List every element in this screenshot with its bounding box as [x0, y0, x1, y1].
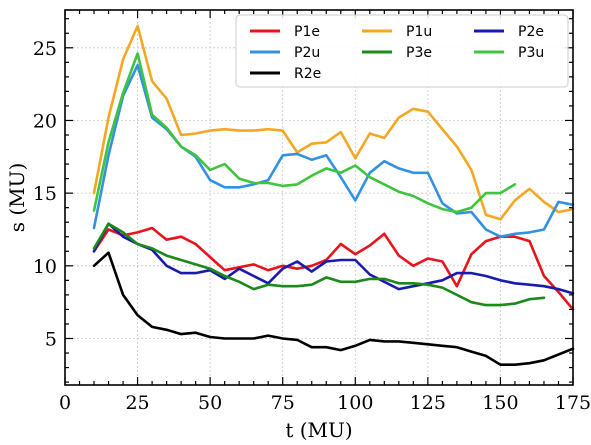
y-tick-label: 15 — [33, 183, 57, 205]
legend-label: P3e — [406, 45, 432, 61]
x-tick-label: 0 — [59, 392, 71, 414]
axes: 0 25 50 75 100 125 150 175 5 10 15 20 25 — [33, 9, 591, 414]
series-line-p1u — [92, 24, 575, 221]
legend-label: P3u — [518, 45, 544, 61]
series-line-p2e — [92, 222, 575, 295]
series-line-p3u — [92, 52, 517, 214]
y-tick-label: 25 — [33, 38, 57, 60]
x-axis-label: t (MU) — [285, 418, 352, 442]
legend-box — [235, 14, 569, 88]
legend-label: P2e — [518, 24, 544, 40]
x-tick-label: 25 — [125, 392, 149, 414]
legend: P1e P1u P2e P2u P3e P3u R2e — [235, 14, 569, 88]
y-tick-label: 20 — [33, 110, 57, 132]
series-line-r2e — [92, 251, 575, 367]
legend-label: P1e — [294, 24, 320, 40]
x-tick-label: 75 — [271, 392, 295, 414]
x-tick-label: 100 — [337, 392, 373, 414]
y-axis-label: s (MU) — [5, 163, 29, 233]
y-tick-label: 10 — [33, 256, 57, 278]
series-line-p3e — [92, 222, 546, 307]
x-tick-label: 50 — [198, 392, 222, 414]
legend-label: P1u — [406, 24, 432, 40]
x-tick-label: 125 — [410, 392, 446, 414]
y-tick-label: 5 — [45, 328, 57, 350]
legend-label: P2u — [294, 45, 320, 61]
series-line-p2u — [92, 63, 575, 238]
x-tick-label: 150 — [482, 392, 518, 414]
series-lines — [92, 24, 575, 367]
legend-label: R2e — [294, 66, 321, 82]
x-tick-label: 175 — [555, 392, 591, 414]
plot-frame — [64, 9, 574, 386]
series-line-p1e — [92, 226, 575, 311]
